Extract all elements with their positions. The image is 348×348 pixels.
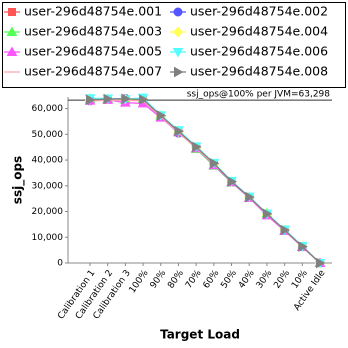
legend-label: user-296d48754e.007 [24,64,162,79]
y-tick-label: 60,000 [32,104,64,114]
data-point [156,110,167,121]
legend-marker [6,46,18,56]
y-tick-label: 40,000 [32,156,64,166]
data-point [192,141,202,153]
annotation: ssj_ops@100% per JVM=63,298 [187,90,331,100]
data-point [86,94,96,106]
y-tick-label: 50,000 [32,130,64,140]
data-point [121,93,131,105]
legend-label: user-296d48754e.003 [24,24,162,39]
data-point [298,241,308,252]
legend-label: user-296d48754e.006 [190,44,328,59]
y-tick-label: 20,000 [32,207,64,217]
y-tick-label: 10,000 [32,233,64,243]
data-point [280,224,291,236]
legend-marker [173,7,183,17]
legend-marker [6,26,18,36]
legend-label: user-296d48754e.001 [24,4,162,19]
x-axis-label: Target Load [160,328,240,342]
legend-label: user-296d48754e.008 [190,64,328,79]
data-point [227,176,238,188]
y-tick-label: 0 [57,259,63,269]
data-point [103,93,114,105]
data-point [245,191,255,203]
data-point [174,125,184,137]
legend-marker [172,48,184,58]
legend-marker [8,8,16,16]
data-point [139,94,149,105]
legend-marker [174,66,184,78]
data-point [262,208,273,220]
data-point [316,257,326,269]
legend-label: user-296d48754e.002 [190,4,328,19]
y-tick-label: 30,000 [32,181,64,191]
legend-marker [172,26,184,38]
data-point [209,158,220,169]
legend-label: user-296d48754e.004 [190,24,328,39]
legend-label: user-296d48754e.005 [24,44,162,59]
y-axis-label: ssj_ops [11,156,26,204]
